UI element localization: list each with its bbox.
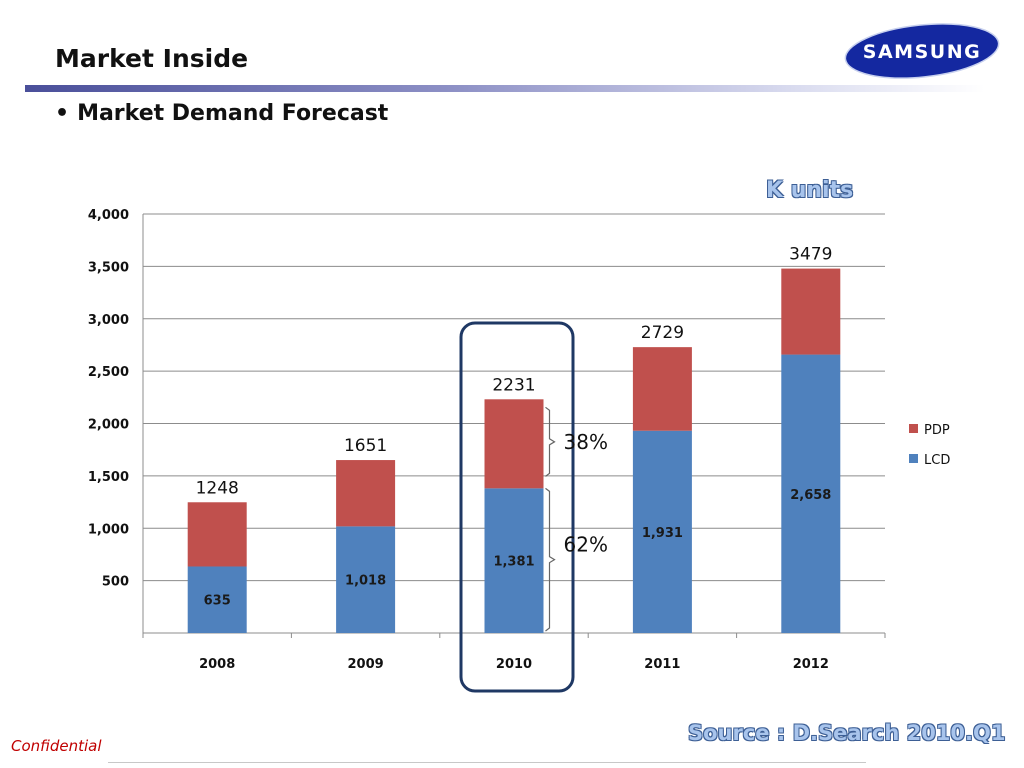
bar-pdp xyxy=(187,502,247,567)
x-tick-label: 2010 xyxy=(496,657,532,672)
data-label-lcd: 635 xyxy=(204,594,231,609)
y-tick-label: 1,000 xyxy=(88,522,129,537)
total-label: 2231 xyxy=(492,375,535,395)
bullet-heading: • Market Demand Forecast xyxy=(55,101,388,126)
x-tick-label: 2009 xyxy=(348,657,384,672)
slide-title: Market Inside xyxy=(55,44,249,73)
x-tick-label: 2008 xyxy=(199,657,235,672)
data-label-lcd: 1,381 xyxy=(493,555,534,570)
bar-pdp xyxy=(336,460,396,527)
share-label-lcd: 62% xyxy=(564,533,608,557)
legend-label: LCD xyxy=(924,453,950,468)
brace-lcd-share xyxy=(545,487,556,632)
legend-swatch xyxy=(909,454,918,463)
x-tick-label: 2011 xyxy=(644,657,680,672)
y-tick-label: 2,000 xyxy=(88,418,129,433)
y-tick-label: 3,500 xyxy=(88,260,129,275)
y-tick-label: 3,000 xyxy=(88,313,129,328)
bar-pdp xyxy=(484,399,544,489)
y-tick-label: 2,500 xyxy=(88,365,129,380)
bar-lcd xyxy=(781,354,841,633)
logo-text: SAMSUNG xyxy=(863,41,981,63)
samsung-logo: SAMSUNG xyxy=(844,23,1000,79)
bar-lcd xyxy=(336,526,396,633)
units-label: K units xyxy=(766,178,854,203)
bar-pdp xyxy=(632,347,692,431)
legend-label: PDP xyxy=(924,423,950,438)
total-label: 3479 xyxy=(789,245,832,265)
brace-pdp-share xyxy=(545,406,556,477)
bar-pdp xyxy=(781,268,841,355)
x-tick-label: 2012 xyxy=(793,657,829,672)
highlight-box xyxy=(459,321,575,693)
total-label: 1651 xyxy=(344,436,387,456)
title-underline xyxy=(25,85,985,92)
bar-lcd xyxy=(632,430,692,633)
data-label-lcd: 2,658 xyxy=(790,488,831,503)
footer-divider xyxy=(108,762,866,763)
bullet-dot: • xyxy=(55,101,70,126)
total-label: 1248 xyxy=(196,478,239,498)
y-tick-label: 1,500 xyxy=(88,470,129,485)
y-tick-label: 4,000 xyxy=(88,208,129,223)
data-label-lcd: 1,931 xyxy=(642,526,683,541)
bar-lcd xyxy=(484,488,544,633)
y-tick-label: 500 xyxy=(102,575,129,590)
legend-swatch xyxy=(909,424,918,433)
confidential-label: Confidential xyxy=(11,737,102,755)
bullet-text: Market Demand Forecast xyxy=(77,101,389,126)
share-label-pdp: 38% xyxy=(564,430,608,454)
source-note: Source : D.Search 2010.Q1 xyxy=(688,721,1006,745)
bar-lcd xyxy=(187,566,247,633)
data-label-lcd: 1,018 xyxy=(345,574,386,589)
total-label: 2729 xyxy=(641,323,684,343)
